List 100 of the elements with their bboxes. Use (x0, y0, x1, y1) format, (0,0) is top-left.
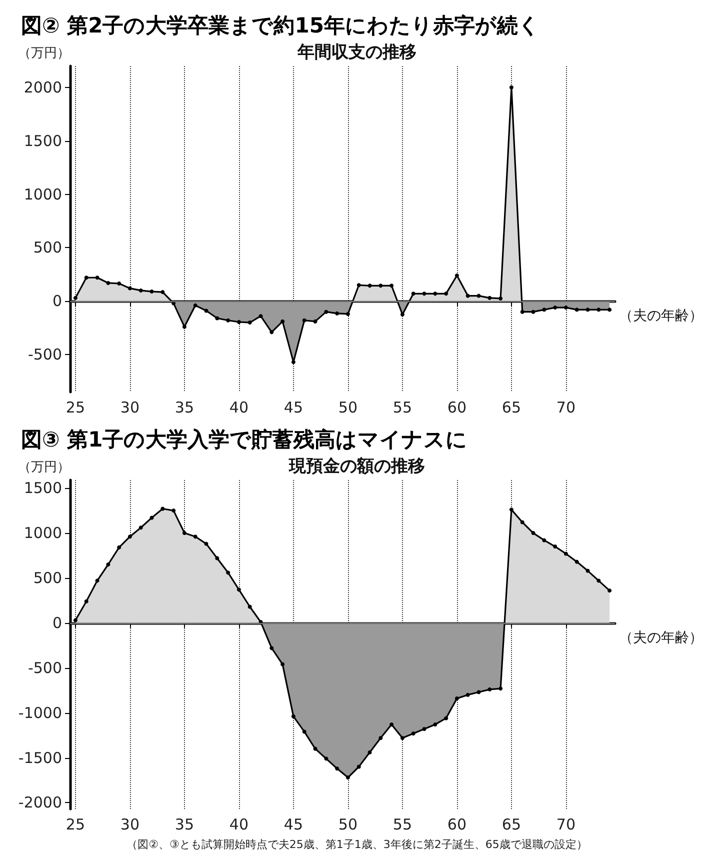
point (476, 690, 481, 694)
point (204, 542, 208, 546)
point (509, 85, 514, 90)
x-tick-label: 65 (502, 398, 521, 416)
point (291, 714, 296, 718)
point (313, 319, 318, 324)
point (520, 520, 524, 524)
y-axis-title: （万円） (18, 46, 70, 61)
point (608, 308, 612, 312)
point (346, 312, 350, 316)
point (150, 290, 154, 294)
point (586, 308, 590, 312)
point (160, 290, 165, 294)
x-tick-label: 65 (502, 816, 521, 834)
point (411, 292, 416, 296)
point (574, 308, 579, 312)
point (498, 686, 503, 691)
x-tick-label: 25 (66, 398, 85, 416)
point (531, 531, 536, 536)
point (280, 319, 285, 324)
point (488, 296, 492, 300)
x-tick-label: 55 (392, 398, 412, 416)
point (509, 508, 514, 512)
y-tick-label: 1000 (24, 185, 62, 204)
point (498, 296, 503, 300)
y-tick-label: 1000 (24, 524, 62, 542)
y-tick-label: -1500 (18, 748, 62, 767)
point (138, 288, 143, 292)
point (454, 273, 459, 278)
x-axis-title: （夫の年齢） (619, 630, 703, 646)
chart-subtitle: 現預金の額の推移 (288, 456, 425, 476)
point (542, 538, 546, 542)
point (378, 284, 383, 288)
y-tick-label: -2000 (18, 794, 62, 812)
point (258, 314, 263, 318)
point (128, 286, 132, 290)
point (335, 766, 340, 771)
point (280, 662, 285, 666)
point (73, 296, 78, 300)
chart-title: 図③ 第1子の大学入学で貯蓄残高はマイナスに (21, 428, 468, 452)
point (444, 292, 448, 296)
point (248, 320, 252, 325)
point (324, 310, 328, 314)
point (542, 308, 546, 312)
x-tick-label: 70 (556, 398, 576, 416)
point (553, 306, 558, 310)
x-tick-label: 60 (447, 816, 466, 834)
point (117, 282, 122, 286)
point (422, 727, 426, 731)
point (95, 276, 100, 280)
point (466, 294, 470, 298)
y-tick-label: -500 (28, 658, 62, 677)
point (270, 330, 274, 334)
point (291, 360, 296, 364)
x-tick-label: 30 (120, 816, 140, 834)
point (356, 764, 361, 769)
point (596, 578, 601, 583)
point (411, 731, 416, 736)
y-tick-label: 1500 (24, 479, 62, 498)
point (193, 534, 198, 539)
point (193, 303, 198, 308)
x-tick-label: 40 (229, 398, 248, 416)
point (84, 276, 88, 280)
point (95, 578, 100, 583)
point (236, 588, 241, 592)
y-tick-label: 0 (52, 614, 62, 632)
y-tick-label: 2000 (24, 78, 62, 96)
point (248, 604, 252, 609)
point (596, 308, 601, 312)
x-tick-label: 40 (229, 816, 248, 834)
point (302, 730, 306, 734)
x-tick-label: 50 (338, 816, 358, 834)
point (553, 544, 558, 549)
point (466, 692, 470, 697)
point (586, 568, 590, 573)
point (444, 716, 448, 720)
point (608, 588, 612, 593)
point (302, 318, 306, 322)
point (422, 292, 426, 296)
point (346, 776, 350, 780)
point (476, 294, 481, 298)
x-tick-label: 70 (556, 816, 576, 834)
point (400, 312, 404, 317)
point (84, 599, 88, 604)
point (313, 746, 318, 751)
point (454, 696, 459, 700)
text: （図②、③とも試算開始時点で夫25歳、第1子1歳、3年後に第2子誕生、65歳で退職の設定） (126, 838, 588, 851)
x-tick-label: 45 (284, 398, 303, 416)
point (433, 292, 438, 296)
x-tick-label: 60 (447, 398, 466, 416)
point (128, 534, 132, 539)
y-tick-label: -1000 (18, 704, 62, 722)
point (368, 284, 372, 288)
point (368, 750, 372, 754)
point (150, 516, 154, 520)
point (378, 736, 383, 740)
point (270, 646, 274, 650)
point (564, 552, 568, 556)
point (400, 736, 404, 740)
point (390, 284, 394, 288)
